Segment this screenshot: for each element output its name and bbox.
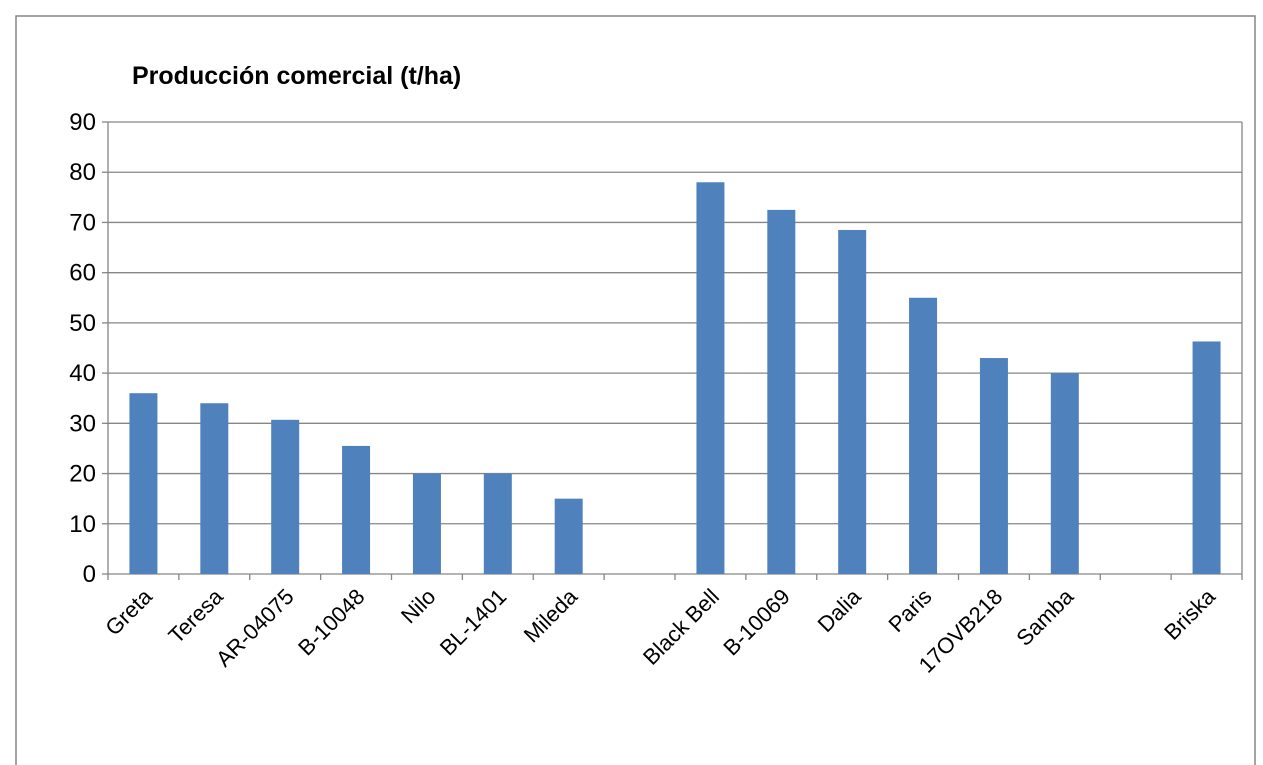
- bar: [979, 358, 1008, 574]
- bar: [1192, 341, 1221, 574]
- bar: [696, 182, 725, 574]
- y-tick-label: 10: [69, 511, 96, 538]
- bar: [909, 297, 938, 574]
- bar: [767, 209, 796, 574]
- chart-frame: [15, 15, 1256, 765]
- bar: [483, 473, 512, 574]
- y-tick-label: 60: [69, 260, 96, 287]
- bar: [271, 419, 300, 574]
- y-tick-label: 30: [69, 410, 96, 437]
- bar: [412, 473, 441, 574]
- chart-title: Producción comercial (t/ha): [132, 62, 461, 90]
- bar: [554, 498, 583, 574]
- y-tick-label: 80: [69, 159, 96, 186]
- y-tick-label: 70: [69, 209, 96, 236]
- bar: [200, 403, 229, 574]
- y-tick-label: 40: [69, 360, 96, 387]
- y-tick-label: 20: [69, 461, 96, 488]
- y-tick-label: 50: [69, 310, 96, 337]
- bar: [838, 229, 867, 574]
- bar: [342, 445, 371, 574]
- y-tick-label: 90: [69, 109, 96, 136]
- bar: [1050, 373, 1079, 574]
- bar: [129, 393, 158, 574]
- y-tick-label: 0: [83, 561, 96, 588]
